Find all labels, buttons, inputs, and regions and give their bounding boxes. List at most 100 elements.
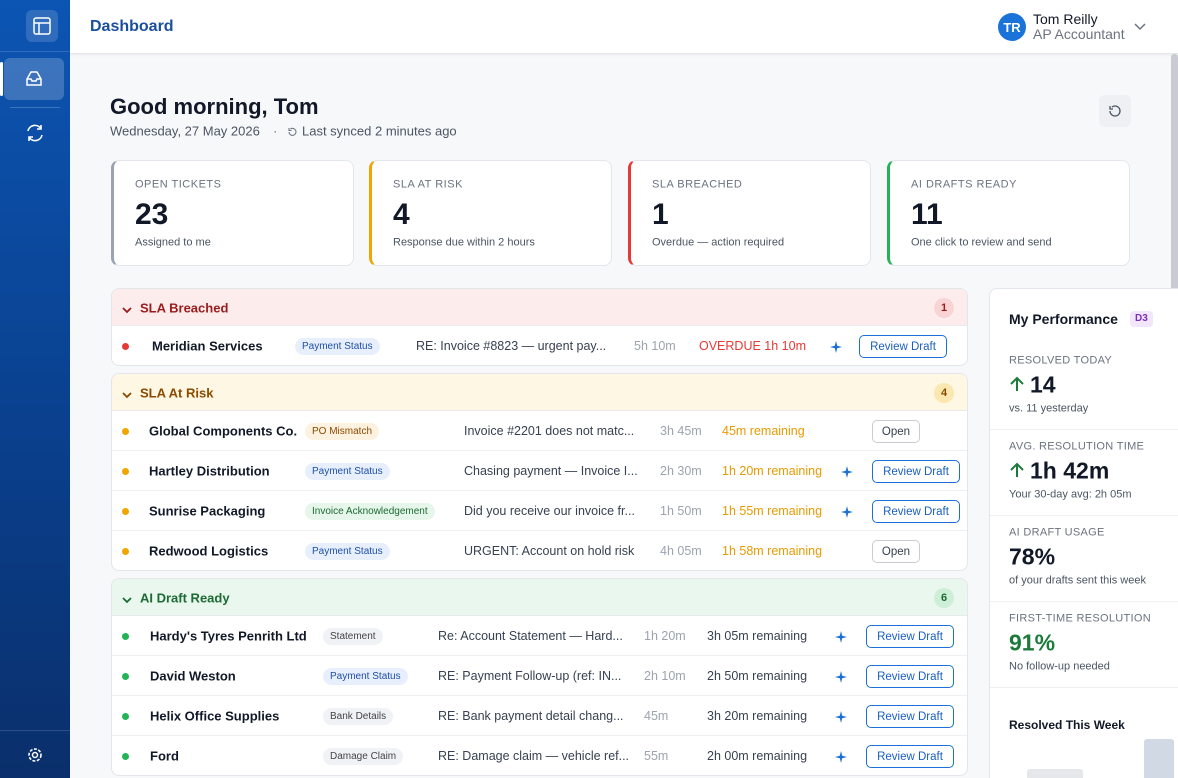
company: Redwood Logistics bbox=[149, 543, 269, 559]
subject: RE: Payment Follow-up (ref: IN... bbox=[438, 668, 622, 683]
sidebar-divider bbox=[0, 730, 70, 731]
age: 1h 50m bbox=[660, 503, 702, 518]
ai-sparkle bbox=[835, 750, 847, 763]
sla: 2h 50m remaining bbox=[707, 668, 808, 683]
subject: Chasing payment — Invoice I... bbox=[464, 463, 638, 478]
group-header[interactable]: SLA At Risk 4 bbox=[112, 374, 967, 411]
sla: 2h 00m remaining bbox=[707, 748, 808, 763]
up-arrow bbox=[1009, 376, 1025, 392]
ai-sparkle bbox=[830, 340, 842, 353]
review-button[interactable]: Review Draft bbox=[866, 625, 954, 648]
tag: Statement bbox=[323, 628, 383, 645]
metric-value: 14 bbox=[1030, 371, 1056, 398]
chart-bar bbox=[1027, 769, 1083, 778]
nav-inbox[interactable] bbox=[4, 58, 64, 100]
sla: 45m remaining bbox=[722, 423, 805, 438]
collapse-chevron[interactable] bbox=[122, 302, 132, 314]
ai-sparkle bbox=[835, 670, 847, 683]
kpi-caption: One click to review and send bbox=[911, 236, 1052, 249]
ticket-row[interactable]: Global Components Co. PO Mismatch Invoice … bbox=[112, 411, 967, 451]
open-button[interactable]: Open bbox=[872, 540, 920, 563]
review-button[interactable]: Review Draft bbox=[872, 500, 960, 523]
metric-note: Your 30-day avg: 2h 05m bbox=[1009, 488, 1132, 501]
subject: URGENT: Account on hold risk bbox=[464, 543, 635, 558]
group-count: 4 bbox=[934, 383, 954, 403]
logo-button[interactable] bbox=[26, 10, 58, 42]
greeting: Good morning, Tom bbox=[110, 94, 319, 119]
kpi-label: SLA AT RISK bbox=[393, 178, 463, 191]
group-title: AI Draft Ready bbox=[140, 590, 230, 606]
age: 4h 05m bbox=[660, 543, 702, 558]
ai-sparkle bbox=[841, 505, 853, 518]
ticket-row[interactable]: Helix Office Supplies Bank Details RE: Ban… bbox=[112, 696, 967, 736]
collapse-chevron[interactable] bbox=[122, 592, 132, 604]
kpi-value: 4 bbox=[393, 198, 410, 231]
review-button[interactable]: Review Draft bbox=[866, 745, 954, 768]
age: 55m bbox=[644, 748, 669, 763]
refresh-button[interactable] bbox=[1099, 95, 1131, 127]
ticket-row[interactable]: Hardy's Tyres Penrith Ltd Statement Re: Ac… bbox=[112, 616, 967, 656]
sla: 1h 58m remaining bbox=[722, 543, 823, 558]
sparkle-icon bbox=[835, 671, 847, 683]
review-button[interactable]: Review Draft bbox=[872, 460, 960, 483]
ticket-row[interactable]: David Weston Payment Status RE: Payment Fo… bbox=[112, 656, 967, 696]
chart-title: Resolved This Week bbox=[1009, 718, 1125, 732]
sidebar bbox=[0, 0, 70, 778]
ticket-row[interactable]: Redwood Logistics Payment Status URGENT: A… bbox=[112, 531, 967, 570]
review-button[interactable]: Review Draft bbox=[866, 705, 954, 728]
kpi-card: AI DRAFTS READY 11 One click to review and… bbox=[887, 160, 1130, 266]
review-button[interactable]: Review Draft bbox=[866, 665, 954, 688]
review-button[interactable]: Review Draft bbox=[859, 335, 947, 358]
status-dot bbox=[122, 468, 129, 475]
subject: RE: Invoice #8823 — urgent pay... bbox=[416, 338, 607, 353]
status-dot bbox=[122, 508, 129, 515]
refresh-icon bbox=[1109, 105, 1121, 117]
metric-note: of your drafts sent this week bbox=[1009, 574, 1146, 587]
sync-icon bbox=[27, 124, 43, 142]
ticket-row[interactable]: Meridian Services Payment Status RE: Invoi… bbox=[112, 326, 967, 365]
tag: Payment Status bbox=[305, 463, 390, 480]
metric-note: vs. 11 yesterday bbox=[1009, 402, 1089, 415]
kpi-card: OPEN TICKETS 23 Assigned to me bbox=[111, 160, 354, 266]
subject: Did you receive our invoice fr... bbox=[464, 503, 635, 518]
ticket-group: SLA At Risk 4 Global Components Co. PO Mism… bbox=[111, 373, 968, 571]
sync-icon bbox=[286, 125, 298, 137]
collapse-chevron[interactable] bbox=[122, 387, 132, 399]
sparkle-icon bbox=[841, 506, 853, 518]
sparkle-icon bbox=[835, 751, 847, 763]
nav-settings[interactable] bbox=[22, 742, 48, 768]
user-menu-chevron[interactable] bbox=[1133, 20, 1147, 34]
kpi-card: SLA BREACHED 1 Overdue — action required bbox=[628, 160, 871, 266]
status-dot bbox=[122, 343, 129, 350]
tag: Payment Status bbox=[295, 338, 380, 355]
tag: Damage Claim bbox=[323, 748, 404, 765]
ticket-row[interactable]: Hartley Distribution Payment Status Chasin… bbox=[112, 451, 967, 491]
group-header[interactable]: AI Draft Ready 6 bbox=[112, 579, 967, 616]
company: Meridian Services bbox=[152, 338, 263, 354]
kpi-label: OPEN TICKETS bbox=[135, 178, 222, 191]
tag: Bank Details bbox=[323, 708, 394, 725]
active-indicator bbox=[0, 62, 3, 96]
sla: 3h 05m remaining bbox=[707, 628, 808, 643]
company: Helix Office Supplies bbox=[150, 708, 280, 724]
metric-label: AVG. RESOLUTION TIME bbox=[1009, 440, 1145, 453]
sla: 3h 20m remaining bbox=[707, 708, 808, 723]
status-dot bbox=[122, 753, 129, 760]
ticket-group: AI Draft Ready 6 Hardy's Tyres Penrith Ltd… bbox=[111, 578, 968, 776]
group-count: 6 bbox=[934, 588, 954, 608]
topbar bbox=[70, 0, 1178, 54]
open-button[interactable]: Open bbox=[872, 420, 920, 443]
metric-label: RESOLVED TODAY bbox=[1009, 354, 1113, 367]
ticket-row[interactable]: Ford Damage Claim RE: Damage claim — vehic… bbox=[112, 736, 967, 775]
age: 45m bbox=[644, 708, 669, 723]
user-name: Tom Reilly bbox=[1033, 11, 1098, 27]
group-header[interactable]: SLA Breached 1 bbox=[112, 289, 967, 326]
user-role: AP Accountant bbox=[1033, 26, 1125, 42]
tag: Invoice Acknowledgement bbox=[305, 503, 435, 520]
kpi-label: AI DRAFTS READY bbox=[911, 178, 1017, 191]
tag: Payment Status bbox=[305, 543, 390, 560]
nav-sync[interactable] bbox=[20, 118, 50, 148]
metric-divider bbox=[990, 515, 1178, 516]
ticket-row[interactable]: Sunrise Packaging Invoice Acknowledgement… bbox=[112, 491, 967, 531]
